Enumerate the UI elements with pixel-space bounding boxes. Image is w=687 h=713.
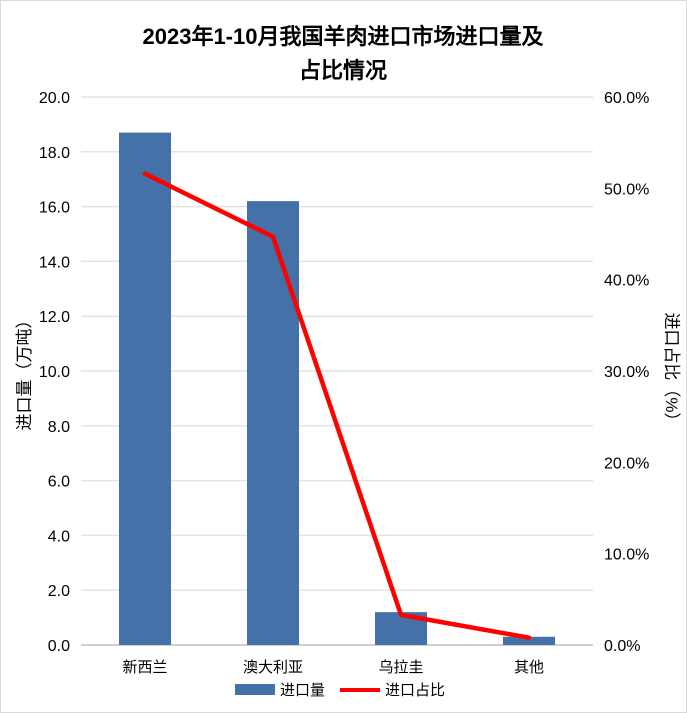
y-axis-label: 进口量（万吨）	[15, 312, 34, 431]
x-tick-label: 乌拉圭	[378, 659, 423, 676]
x-tick-label: 澳大利亚	[243, 659, 303, 676]
bar	[119, 132, 171, 645]
y-tick-label: 4.0	[48, 528, 70, 545]
y-tick-label: 16.0	[39, 200, 70, 217]
legend-label-bar: 进口量	[280, 682, 325, 699]
bar	[503, 636, 555, 645]
y-tick-label: 12.0	[39, 309, 70, 326]
y-tick-label: 0.0	[48, 638, 70, 655]
y2-tick-label: 30.0%	[604, 364, 649, 381]
series-line	[142, 171, 532, 640]
bar	[247, 201, 299, 645]
y-tick-label: 8.0	[48, 419, 70, 436]
chart-title-line2: 占比情况	[299, 58, 387, 83]
x-tick-label: 其他	[514, 659, 544, 676]
legend-swatch-bar	[235, 684, 275, 695]
y-tick-label: 18.0	[39, 145, 70, 162]
y-tick-label: 10.0	[39, 364, 70, 381]
y2-tick-label: 50.0%	[604, 181, 649, 198]
y2-tick-label: 40.0%	[604, 273, 649, 290]
x-tick-label: 新西兰	[122, 659, 167, 676]
chart-title-line1: 2023年1-10月我国羊肉进口市场进口量及	[143, 24, 545, 49]
y-tick-label: 2.0	[48, 583, 70, 600]
y2-tick-label: 10.0%	[604, 547, 649, 564]
y-tick-label: 6.0	[48, 474, 70, 491]
y2-tick-label: 20.0%	[604, 455, 649, 472]
y2-tick-label: 0.0%	[604, 638, 640, 655]
legend: 进口量 进口占比	[235, 682, 445, 699]
legend-label-line: 进口占比	[385, 682, 445, 699]
y2-axis-label: 进口占比（%）	[662, 312, 681, 429]
y2-tick-label: 60.0%	[604, 90, 649, 107]
y-tick-label: 20.0	[39, 90, 70, 107]
y-tick-label: 14.0	[39, 254, 70, 271]
